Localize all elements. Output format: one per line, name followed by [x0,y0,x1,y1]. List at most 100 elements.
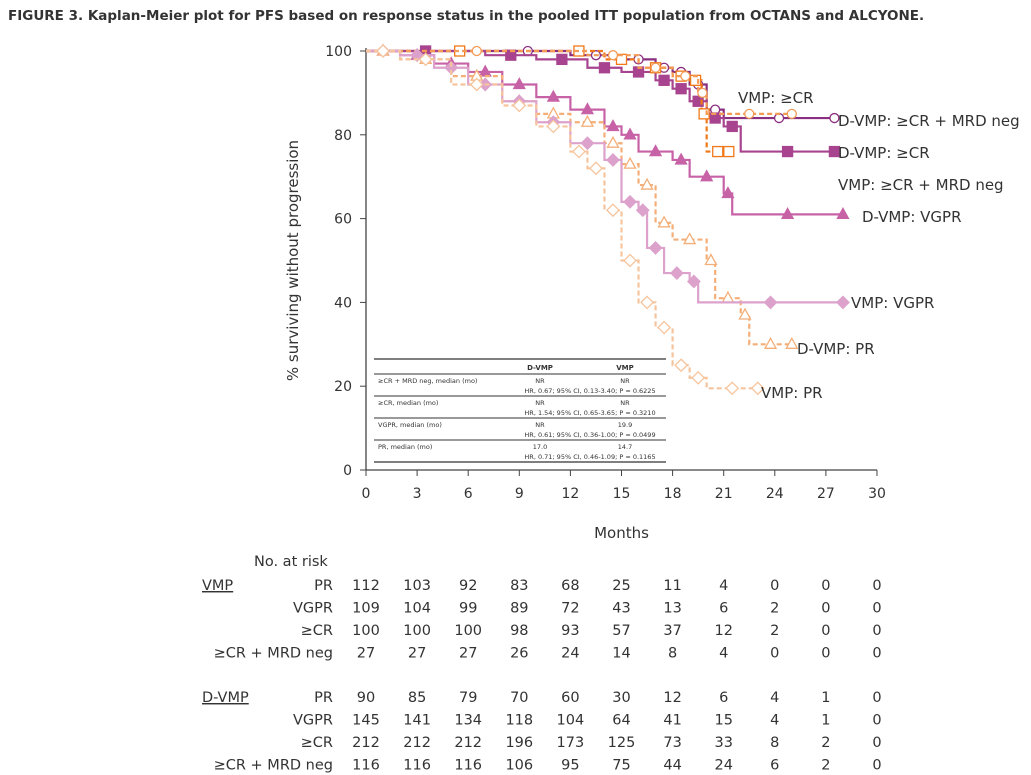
risk-value: 83 [510,578,528,594]
risk-value: 30 [612,690,630,706]
censor-mark [657,320,672,335]
risk-value: 33 [714,735,732,751]
risk-value: 116 [403,758,431,774]
risk-value: 0 [872,690,881,706]
inset-header: D-VMP [527,364,553,372]
x-tick-label: 21 [715,486,733,502]
inset-row-label: ≥CR + MRD neg, median (mo) [378,377,477,385]
risk-value: 13 [663,601,681,617]
risk-value: 92 [459,578,477,594]
censor-mark [598,62,611,74]
risk-value: 196 [505,735,533,751]
censor-mark [471,45,482,57]
km-curve-d-vmp-cr-mrd-neg [366,49,835,120]
risk-value: 72 [561,601,579,617]
censor-mark [580,114,595,127]
risk-value: 37 [663,623,681,639]
x-tick-label: 27 [817,486,835,502]
risk-value: 70 [510,690,528,706]
risk-group-d-vmp: D-VMP [202,690,249,706]
censor-mark [691,370,706,385]
risk-value: 6 [770,758,779,774]
risk-value: 27 [408,646,426,662]
risk-value: 2 [770,601,779,617]
censor-mark [680,70,691,82]
inset-dvmp: 17.0 [533,443,547,451]
censor-mark [744,108,755,119]
risk-row-label: ≥CR [301,735,333,751]
series-label: VMP: PR [761,384,823,402]
censor-mark [725,381,740,396]
series-label: D-VMP: VGPR [862,208,962,226]
risk-value: 57 [612,623,630,639]
x-tick-label: 6 [464,486,473,502]
censor-mark [640,177,654,190]
censor-mark [692,95,704,107]
risk-value: 0 [821,578,830,594]
risk-value: 12 [663,690,681,706]
inset-dvmp: NR [535,399,545,407]
x-tick-label: 0 [362,486,371,502]
risk-row-label: ≥CR + MRD neg [214,758,333,774]
risk-value: 73 [663,735,681,751]
risk-value: 0 [872,758,881,774]
series-label: VMP: ≥CR [738,89,814,107]
y-tick-label: 0 [343,463,352,479]
risk-value: 100 [454,623,482,639]
risk-value: 2 [821,735,830,751]
risk-value: 95 [561,758,579,774]
risk-value: 104 [403,601,431,617]
censor-mark [657,215,671,228]
risk-value: 4 [770,713,779,729]
risk-value: 173 [557,735,585,751]
y-tick-label: 40 [334,295,352,311]
risk-value: 4 [719,646,728,662]
inset-vmp: NR [620,377,630,385]
inset-vmp: 19.9 [618,421,632,429]
risk-value: 212 [454,735,482,751]
inset-header: VMP [616,364,634,372]
censor-mark [836,295,850,310]
censor-mark [700,169,714,182]
censor-mark [546,119,561,134]
series-label: D-VMP: ≥CR + MRD neg [838,112,1020,130]
censor-mark [623,253,637,268]
censor-mark [635,203,650,218]
inset-vmp: NR [620,399,630,407]
risk-value: 112 [352,578,380,594]
censor-mark [571,144,586,159]
series-label: VMP: ≥CR + MRD neg [838,176,1004,194]
risk-row-label: VGPR [293,601,333,617]
censor-mark [763,295,778,310]
risk-value: 134 [454,713,482,729]
censor-mark [750,381,765,396]
censor-mark [607,50,619,61]
censor-mark [546,89,560,102]
censor-mark [469,77,484,92]
risk-value: 141 [403,713,431,729]
inset-dvmp: NR [535,421,545,429]
censor-mark [712,145,724,158]
risk-value: 100 [352,623,380,639]
risk-table-title: No. at risk [254,554,328,570]
censor-mark [780,207,795,220]
risk-value: 0 [821,601,830,617]
risk-value: 6 [719,690,728,706]
risk-value: 8 [770,735,779,751]
inset-dvmp: NR [535,377,545,385]
risk-value: 0 [872,601,881,617]
y-tick-label: 60 [334,212,352,228]
risk-value: 116 [352,758,380,774]
censor-mark [623,127,637,140]
risk-value: 104 [557,713,585,729]
risk-value: 26 [510,646,528,662]
censor-mark [786,108,797,119]
risk-value: 15 [714,713,732,729]
risk-value: 0 [872,578,881,594]
censor-mark [828,145,841,158]
risk-value: 41 [663,713,681,729]
censor-mark [686,274,701,289]
inset-vmp: 14.7 [618,443,632,451]
censor-mark [606,203,620,218]
